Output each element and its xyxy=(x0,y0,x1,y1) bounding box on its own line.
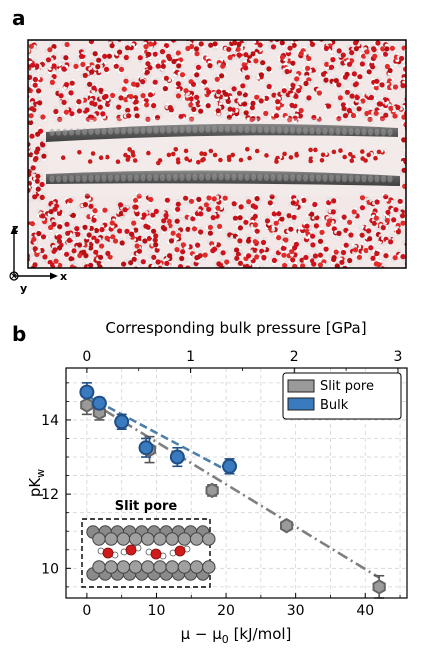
inset-carbon-atom xyxy=(153,532,167,546)
bulk-marker xyxy=(138,440,154,456)
inset-carbon-atom xyxy=(104,560,118,574)
top-tick-label: 3 xyxy=(393,349,402,365)
inset-title: Slit pore xyxy=(115,499,178,514)
xlabel-mu: μ − μ xyxy=(181,625,223,643)
water-molecules xyxy=(28,40,406,268)
legend-swatch-bulk xyxy=(287,397,315,411)
graphene-sheet-top xyxy=(46,123,398,142)
svg-text:pKw: pKw xyxy=(26,469,47,497)
inset-carbon-atom xyxy=(116,560,131,574)
plot-frame xyxy=(65,367,408,599)
bulk-fit-line xyxy=(86,394,231,474)
y-tick-label: 10 xyxy=(41,561,59,577)
top-axis-label: Corresponding bulk pressure [GPa] xyxy=(105,319,366,337)
inset-carbon-atom xyxy=(177,532,192,546)
inset-carbon-atom xyxy=(202,532,216,546)
bulk-marker xyxy=(79,384,95,400)
md-simulation-snapshot: z y x xyxy=(9,39,407,295)
legend-label-slit: Slit pore xyxy=(320,379,374,394)
y-tick-label: 12 xyxy=(41,487,59,503)
x-tick-label: 20 xyxy=(217,603,235,619)
inset-carbon-atom xyxy=(116,532,131,546)
inset-carbon-atom xyxy=(153,560,167,574)
top-tick-label: 0 xyxy=(82,349,91,365)
xlabel-sub: 0 xyxy=(222,633,229,646)
bulk-marker xyxy=(91,395,107,411)
ylabel-sub: w xyxy=(34,469,47,478)
z-axis-label: z xyxy=(12,222,18,235)
inset-carbon-atom xyxy=(92,532,106,546)
bulk-marker xyxy=(222,458,238,474)
top-tick-label: 2 xyxy=(290,349,299,365)
simulation-box-border xyxy=(27,39,407,269)
x-tick-label: 0 xyxy=(82,603,91,619)
panel-letter-a: a xyxy=(12,6,26,30)
inset-carbon-atom xyxy=(128,560,143,574)
slit-marker xyxy=(280,518,294,534)
legend-swatch-slit xyxy=(287,379,315,393)
inset-carbon-atom xyxy=(165,560,179,574)
inset-oxygen-atom xyxy=(125,544,137,556)
inset-carbon-atom xyxy=(165,532,179,546)
y-axis-label: pKw xyxy=(26,469,47,497)
panel-letter-b: b xyxy=(12,322,27,346)
axes-triad: z y x xyxy=(9,222,67,295)
x-tick-label: 10 xyxy=(148,603,166,619)
x-axis-label: x xyxy=(60,270,67,283)
inset-carbon-atom xyxy=(202,560,216,574)
inset-carbon-atom xyxy=(177,560,192,574)
confined-water xyxy=(60,146,388,166)
slit-marker xyxy=(80,397,94,413)
inset-carbon-atom xyxy=(141,560,155,574)
x-axis-label: μ − μ0 [kJ/mol] xyxy=(181,625,292,646)
inset-carbon-atom xyxy=(128,532,143,546)
data-markers xyxy=(79,384,386,595)
inset-carbon-atom xyxy=(189,532,204,546)
y-tick-label: 14 xyxy=(41,413,59,429)
legend: Slit pore Bulk xyxy=(282,372,402,420)
y-axis-label: y xyxy=(20,282,27,295)
inset-oxygen-atom xyxy=(174,545,186,557)
inset-carbon-atom xyxy=(141,532,155,546)
inset-carbon-atom xyxy=(104,532,118,546)
slit-marker xyxy=(372,579,386,595)
inset-oxygen-atom xyxy=(102,547,114,559)
inset-oxygen-atom xyxy=(150,548,162,560)
inset-carbon-atom xyxy=(92,560,106,574)
x-tick-label: 30 xyxy=(287,603,305,619)
legend-label-bulk: Bulk xyxy=(320,398,349,413)
x-tick-label: 40 xyxy=(356,603,374,619)
xlabel-unit: [kJ/mol] xyxy=(229,625,292,643)
bulk-marker xyxy=(114,414,130,430)
ylabel-pk: pK xyxy=(26,477,44,498)
slit-fit-line xyxy=(86,398,380,579)
fit-lines xyxy=(86,394,380,579)
bulk-marker xyxy=(169,449,185,465)
inset-carbon-atom xyxy=(189,560,204,574)
slit-pore-inset: Slit pore xyxy=(81,499,216,588)
graphene-sheet-bottom xyxy=(46,170,400,186)
slit-marker xyxy=(205,482,219,499)
top-tick-label: 1 xyxy=(186,349,195,365)
